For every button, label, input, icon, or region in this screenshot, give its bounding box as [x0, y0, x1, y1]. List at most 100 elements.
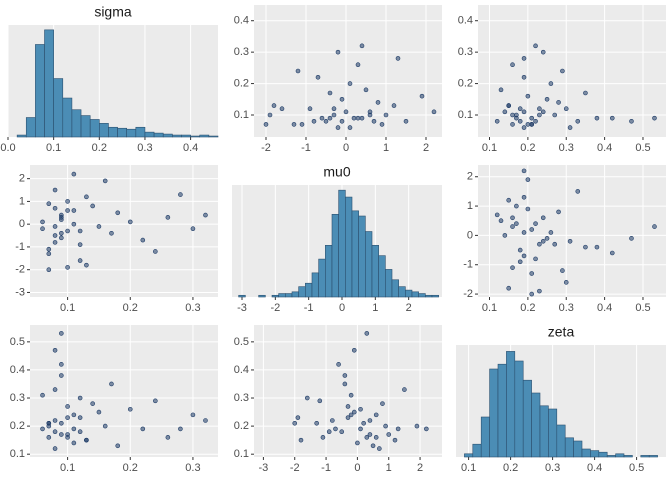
y-tick-label: 0.4: [234, 364, 249, 376]
scatter-point: [190, 226, 196, 232]
scatter-point: [529, 122, 535, 127]
histogram-bar: [99, 123, 109, 138]
scatter-point: [537, 288, 542, 294]
scatter-point: [327, 90, 333, 96]
scatter-point: [652, 115, 657, 121]
scatter-point: [361, 420, 366, 426]
histogram-bar: [506, 351, 516, 458]
y-tick-label: 0.2: [10, 420, 25, 432]
y-tick-label: -2: [463, 288, 473, 300]
histogram-bar: [648, 455, 658, 458]
scatter-point: [351, 347, 357, 353]
scatter-point: [46, 420, 52, 426]
histogram-bar: [338, 189, 346, 298]
histogram-bar: [238, 294, 246, 298]
x-tick-label: 0.3: [545, 462, 560, 474]
scatter-point: [109, 230, 114, 236]
scatter-point: [59, 235, 64, 241]
histogram-bar: [208, 135, 219, 138]
x-tick-label: 1: [386, 462, 392, 474]
x-tick-label: 0.3: [185, 462, 200, 474]
y-tick-label: 0.2: [458, 77, 473, 89]
scatter-point: [331, 106, 337, 112]
scatter-point: [342, 373, 348, 378]
scatter-point: [575, 189, 581, 194]
scatter-point: [348, 412, 354, 418]
histogram-bar: [371, 245, 379, 298]
x-tick-label: 0.1: [46, 142, 61, 154]
scatter-point: [315, 74, 321, 80]
scatter-point: [373, 412, 379, 418]
histogram-bar: [351, 210, 359, 298]
scatter-point: [510, 215, 515, 221]
x-tick-label: 0.1: [60, 302, 75, 314]
scatter-point: [506, 197, 511, 203]
x-tick-label: 0.4: [597, 142, 612, 154]
y-tick-label: 1: [19, 195, 25, 207]
y-tick-label: 0.3: [10, 392, 25, 404]
histogram-bar: [590, 450, 600, 458]
scatter-point: [71, 208, 77, 213]
scatter-point: [379, 122, 385, 127]
y-tick-label: 0.3: [234, 392, 249, 404]
scatter-point: [65, 415, 70, 420]
scatter-point: [548, 81, 554, 86]
scatter-point: [311, 118, 317, 124]
scatter-point: [510, 122, 515, 127]
y-tick-label: -1: [463, 259, 473, 271]
scatter-point: [510, 62, 515, 68]
scatter-point: [347, 81, 353, 86]
scatter-point: [552, 112, 558, 118]
scatter-point: [165, 215, 171, 220]
scatter-point: [533, 221, 538, 226]
x-tick-label: 0.5: [635, 302, 650, 314]
scatter-point: [537, 106, 542, 112]
scatter-point: [540, 109, 546, 115]
histogram-bar: [305, 282, 313, 298]
histogram-bar: [378, 255, 386, 298]
x-tick-label: 0.2: [123, 302, 138, 314]
x-tick-label: 2: [406, 302, 412, 314]
scatter-point: [402, 387, 407, 392]
scatter-point: [319, 115, 325, 121]
scatter-point: [52, 224, 58, 229]
scatter-point: [609, 250, 615, 256]
scatter-point: [203, 418, 208, 423]
scatter-point: [77, 429, 83, 435]
scatter-point: [304, 395, 310, 401]
scatter-point: [52, 418, 58, 423]
scatter-point: [345, 415, 351, 420]
scatter-point: [548, 230, 554, 235]
scatter-point: [529, 271, 535, 276]
y-tick-label: 0.5: [10, 336, 25, 348]
scatter-point: [52, 387, 58, 392]
scatter-point: [517, 247, 523, 253]
histogram-bar: [162, 133, 173, 138]
scatter-point: [331, 112, 337, 118]
scatter-point: [510, 265, 515, 270]
scatter-point: [529, 115, 535, 121]
histogram-bar: [144, 131, 155, 138]
x-tick-label: 0.3: [137, 142, 152, 154]
scatter-point: [295, 415, 301, 420]
scatter-point: [291, 122, 297, 127]
scatter-point: [383, 423, 388, 429]
scatter-point: [295, 68, 301, 74]
scatter-point: [355, 62, 361, 68]
scatter-point: [556, 209, 561, 215]
histogram-bar: [464, 453, 474, 458]
scatter-point: [71, 171, 77, 177]
scatter-point: [498, 218, 504, 224]
scatter-point: [59, 420, 64, 426]
y-tick-label: 0.4: [10, 364, 25, 376]
panel-background: [254, 5, 442, 137]
histogram-bar: [514, 360, 524, 458]
scatter-point: [575, 118, 581, 124]
scatter-point: [65, 199, 70, 204]
scatter-point: [59, 432, 64, 437]
scatter-point: [96, 224, 102, 229]
histogram-bar: [16, 134, 27, 138]
scatter-point: [395, 56, 401, 61]
scatter-point: [510, 112, 515, 118]
x-tick-label: 0.2: [123, 462, 138, 474]
